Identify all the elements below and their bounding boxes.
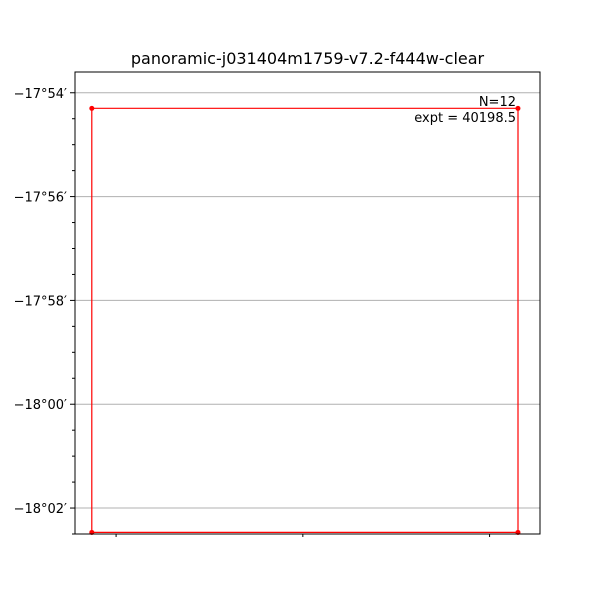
- exposure-annotation: expt = 40198.5: [414, 111, 516, 126]
- y-tick-label-3: −18°00′: [14, 398, 67, 413]
- boundary-corner-0: [89, 105, 95, 111]
- y-tick-label-1: −17°56′: [14, 191, 67, 206]
- plot-frame: [74, 71, 541, 535]
- grid-lines: [75, 92, 540, 509]
- count-annotation: N=12: [479, 95, 516, 110]
- axis-ticks: 03h14m10s03h14m00s−17°54′−17°56′−17°58′−…: [14, 87, 491, 537]
- chart-title: panoramic-j031404m1759-v7.2-f444w-clear: [131, 49, 485, 68]
- y-tick-label-0: −17°54′: [14, 87, 67, 102]
- survey-boundary: [89, 105, 521, 535]
- boundary-outline: [91, 107, 519, 534]
- boundary-corner-3: [515, 105, 521, 111]
- y-tick-label-2: −17°58′: [14, 294, 67, 309]
- y-tick-label-4: −18°02′: [14, 502, 67, 517]
